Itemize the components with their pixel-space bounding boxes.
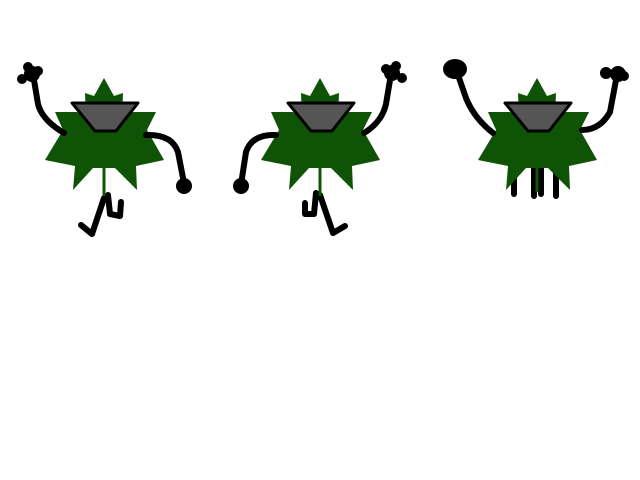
- lowered-arm: [143, 131, 186, 181]
- left-raised-hand: [443, 59, 467, 79]
- mouth: [70, 101, 140, 133]
- right-raised-arm: [579, 77, 619, 133]
- leaf-character-frame-2: [233, 61, 407, 236]
- raised-arm: [31, 77, 67, 136]
- leaf-body: [261, 78, 380, 190]
- raised-hand-finger: [391, 61, 401, 71]
- right-raised-hand-finger: [619, 71, 629, 81]
- leaf-body: [45, 78, 164, 190]
- lowered-hand: [233, 178, 249, 194]
- right-raised-hand-finger: [600, 67, 612, 79]
- raised-hand-finger: [397, 73, 407, 83]
- raised-arm: [361, 77, 393, 136]
- raised-hand-finger: [17, 74, 27, 84]
- raised-hand-finger: [33, 66, 43, 76]
- left-leg: [78, 195, 107, 237]
- leaf-character-frame-1: [17, 62, 192, 237]
- lowered-arm: [239, 131, 279, 181]
- leaf-character-frame-3: [443, 59, 629, 199]
- mouth: [286, 101, 356, 133]
- raised-hand-finger: [381, 64, 391, 74]
- left-raised-arm: [455, 72, 496, 136]
- left-leg: [302, 190, 319, 217]
- leaf-body: [478, 78, 597, 190]
- lowered-hand: [176, 178, 192, 194]
- mouth: [503, 101, 573, 133]
- right-leg: [317, 192, 348, 236]
- raised-hand-finger: [23, 62, 33, 72]
- right-leg: [105, 192, 124, 219]
